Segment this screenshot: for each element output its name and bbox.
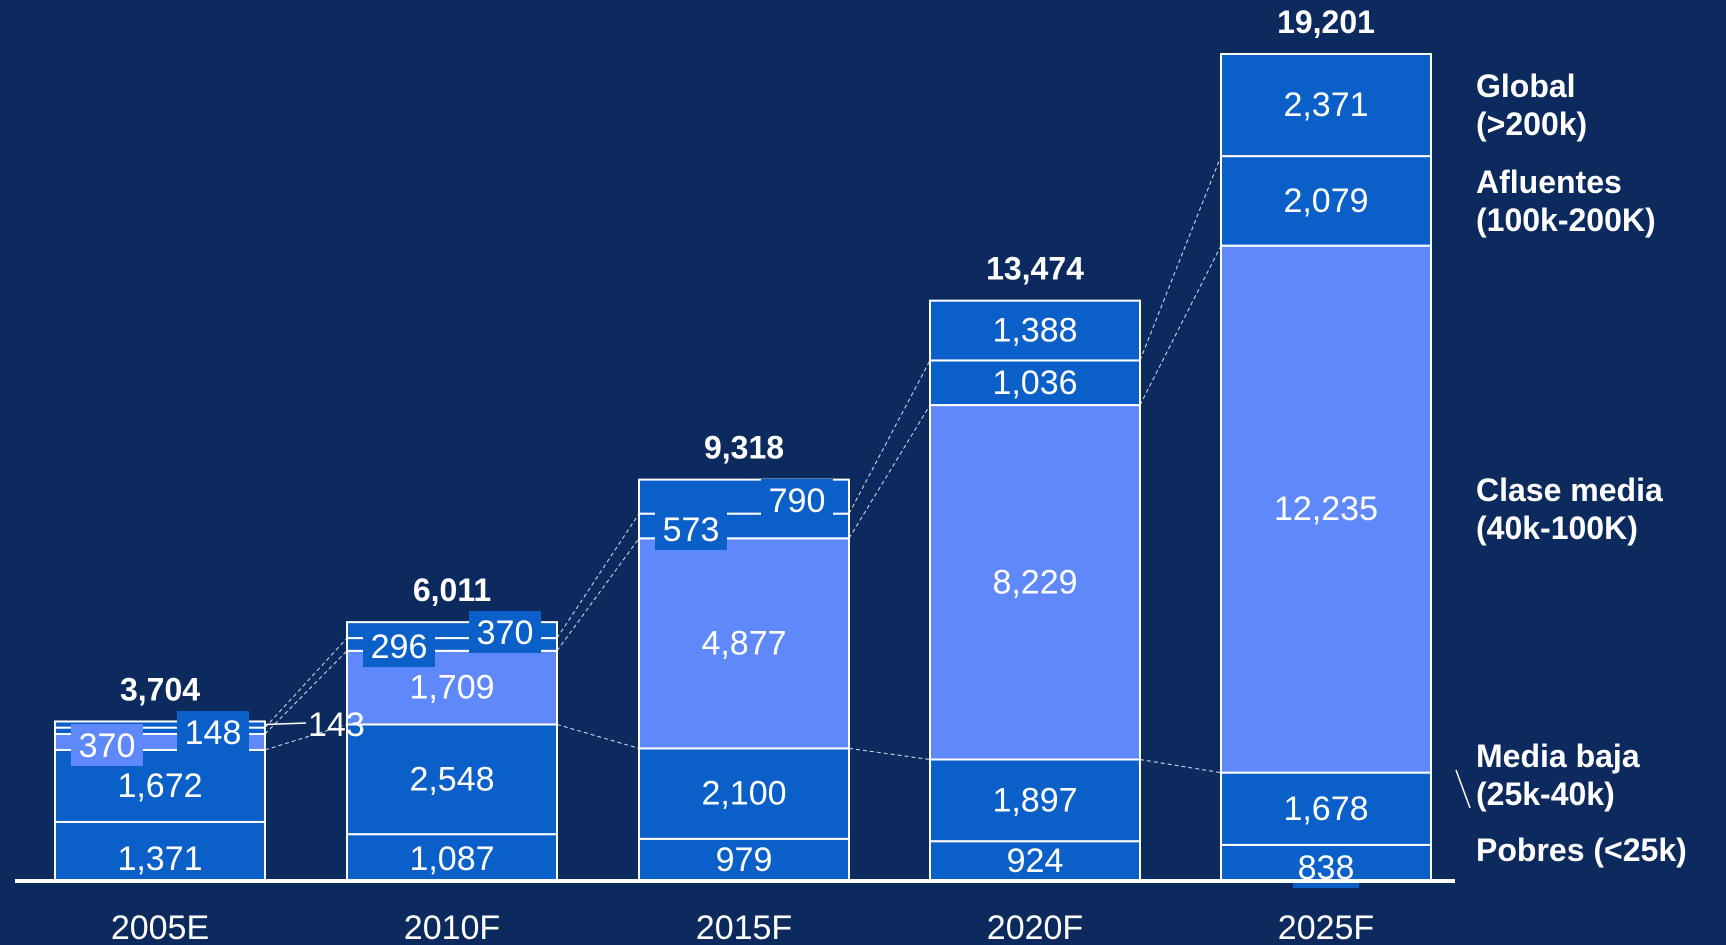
- connector-line-1-4: [556, 513, 640, 639]
- segment-label-2015f-s0: 979: [716, 841, 773, 879]
- connector-line-3-3: [1139, 245, 1222, 406]
- x-tick-labels-group: 2005E 2010F 2015F 2020F 2025F: [111, 909, 1374, 945]
- connector-line-3-4: [1139, 155, 1222, 361]
- segment-label-2005e-s2: 370: [79, 727, 136, 765]
- segment-label-2005e-s4: 143: [308, 706, 365, 744]
- bar-segment-2010f-s1: [346, 723, 558, 836]
- legend-leader-media-baja: [1455, 769, 1471, 809]
- total-label-2020f: 13,474: [986, 251, 1084, 287]
- segment-label-box-2015f-s3: [655, 508, 727, 550]
- bar-segment-2020f-s2: [929, 404, 1141, 761]
- legend-group: Global(>200k) Afluentes(100k-200K) Clase m…: [1455, 68, 1687, 868]
- connector-line-2-4: [848, 360, 931, 514]
- segment-label-box-2015f-s4: [761, 479, 833, 521]
- segment-label-box-2005e-s3: [177, 711, 249, 753]
- segment-label-2005e-s0: 1,371: [117, 840, 202, 878]
- segment-label-2025f-s3: 2,079: [1283, 182, 1368, 220]
- x-tick-label-2010f: 2010F: [404, 909, 500, 945]
- x-tick-label-2015f: 2015F: [696, 909, 792, 945]
- segment-label-box-2010f-s3: [363, 625, 435, 667]
- legend-label-s0-line0: Pobres (<25k): [1476, 832, 1687, 868]
- bar-segment-2025f-s2: [1220, 244, 1432, 774]
- x-tick-label-2020f: 2020F: [987, 909, 1083, 945]
- legend-label-s3-line0: Afluentes: [1476, 164, 1622, 200]
- connector-line-0-4: [264, 637, 348, 728]
- segment-label-2025f-s2: 12,235: [1274, 490, 1378, 528]
- connector-lines: [264, 155, 1222, 774]
- connector-line-0-2: [264, 723, 348, 751]
- totals-group: 3,704 6,011 9,318 13,474 19,201: [120, 4, 1375, 707]
- x-tick-label-2005e: 2005E: [111, 909, 209, 945]
- connector-line-1-3: [556, 538, 640, 652]
- segment-leader-line-2005e: [264, 722, 307, 726]
- bar-segment-2025f-s4: [1220, 53, 1432, 158]
- segment-label-2010f-s2: 1,709: [409, 669, 494, 707]
- bar-segment-2020f-s3: [929, 359, 1141, 407]
- legend-label-s3-line1: (100k-200K): [1476, 202, 1656, 238]
- segment-label-2005e-s1: 1,672: [117, 767, 202, 805]
- segment-label-2005e-s3: 148: [185, 714, 242, 752]
- segment-label-2020f-s2: 8,229: [992, 563, 1077, 601]
- segment-label-2015f-s1: 2,100: [701, 775, 786, 813]
- x-tick-label-2025f: 2025F: [1278, 909, 1374, 945]
- segment-label-2020f-s3: 1,036: [992, 364, 1077, 402]
- bar-segment-2010f-s0: [346, 833, 558, 883]
- segment-label-2015f-s3: 573: [663, 511, 720, 549]
- segment-label-box-2010f-s4: [469, 611, 541, 653]
- total-label-2010f: 6,011: [413, 572, 491, 608]
- bar-segment-2005e-s0: [54, 820, 266, 883]
- legend-label-s1-line1: (25k-40k): [1476, 776, 1615, 812]
- connector-line-2-3: [848, 404, 931, 539]
- connector-line-0-3: [264, 650, 348, 735]
- legend-label-s4-line0: Global: [1476, 68, 1576, 104]
- segment-label-2025f-s4: 2,371: [1283, 86, 1368, 124]
- bar-segment-2020f-s0: [929, 840, 1141, 882]
- segment-label-box-2005e-s2: [71, 724, 143, 766]
- segment-label-2010f-s0: 1,087: [409, 840, 494, 878]
- bar-segment-2025f-s1: [1220, 771, 1432, 846]
- bar-segment-2015f-s2: [638, 537, 850, 750]
- segment-label-2020f-s1: 1,897: [992, 781, 1077, 819]
- bars-group: [54, 53, 1432, 883]
- total-label-2005e: 3,704: [120, 671, 200, 707]
- legend-label-s2-line0: Clase media: [1476, 472, 1663, 508]
- connector-line-1-2: [556, 723, 640, 749]
- legend-label-s4-line1: (>200k): [1476, 106, 1587, 142]
- legend-label-s2-line1: (40k-100K): [1476, 510, 1638, 546]
- segment-label-2020f-s0: 924: [1007, 842, 1064, 880]
- segment-label-2025f-s1: 1,678: [1283, 790, 1368, 828]
- segment-label-2010f-s1: 2,548: [409, 760, 494, 798]
- bar-segment-2015f-s1: [638, 747, 850, 840]
- total-label-2025f: 19,201: [1277, 4, 1375, 40]
- total-label-2015f: 9,318: [704, 430, 784, 466]
- segment-label-2010f-s4: 370: [477, 614, 534, 652]
- bar-segment-2020f-s4: [929, 299, 1141, 362]
- segment-label-2015f-s4: 790: [769, 482, 826, 520]
- segment-label-2015f-s2: 4,877: [701, 624, 786, 662]
- segment-label-2010f-s3: 296: [371, 628, 428, 666]
- legend-label-s1-line0: Media baja: [1476, 738, 1640, 774]
- bar-segment-2020f-s1: [929, 758, 1141, 843]
- segment-label-2020f-s4: 1,388: [992, 312, 1077, 350]
